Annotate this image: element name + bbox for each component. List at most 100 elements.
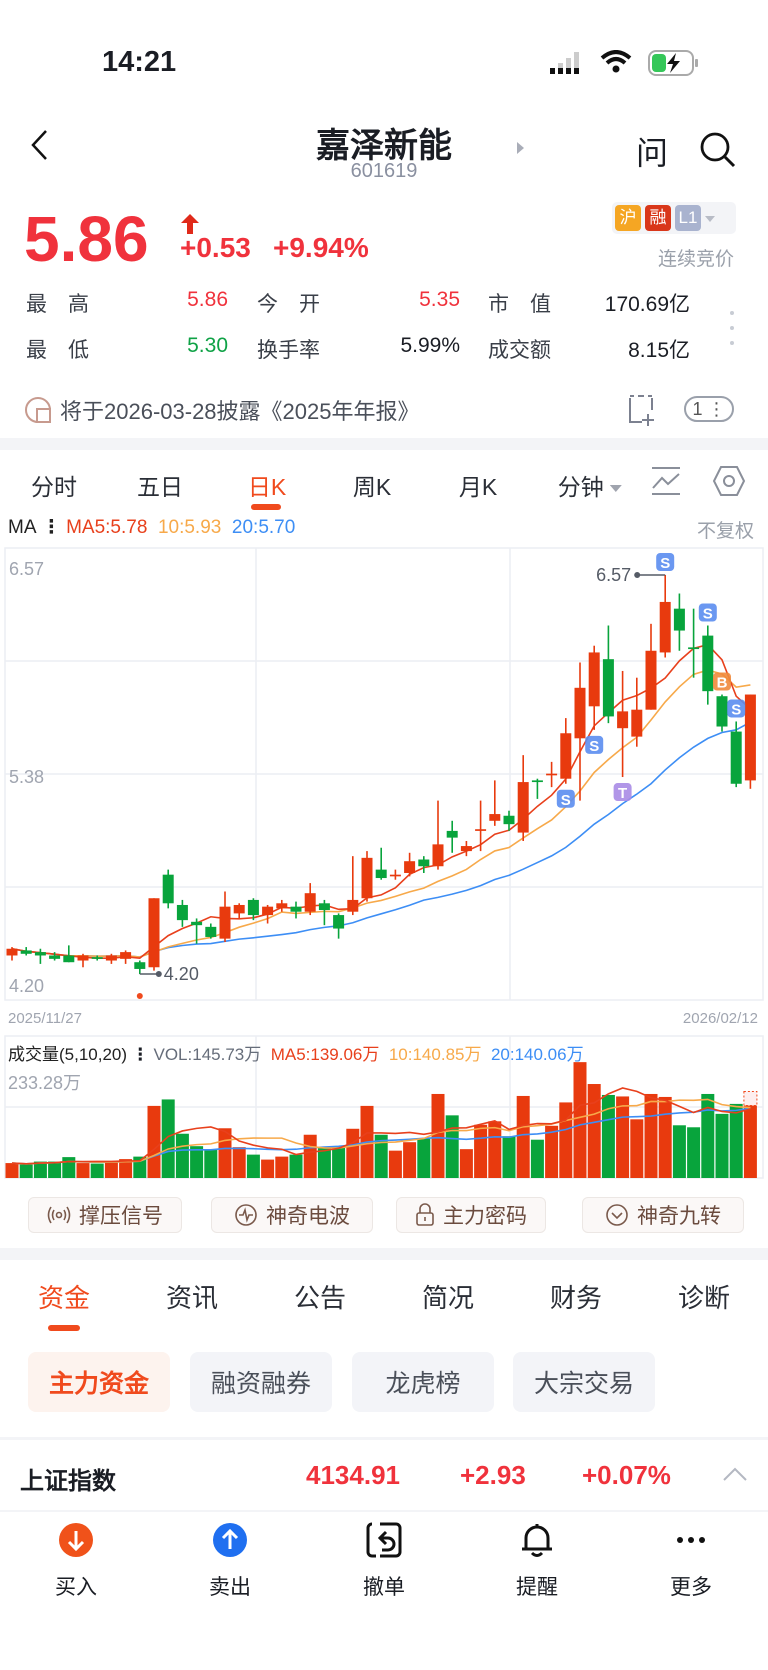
nav-more[interactable]: 更多: [641, 1522, 741, 1601]
vol-value: VOL:145.73万: [153, 1045, 262, 1064]
back-button[interactable]: [28, 128, 52, 167]
volume-bar: [644, 1093, 658, 1178]
tab-diagnosis[interactable]: 诊断: [677, 1283, 731, 1313]
expand-index-button[interactable]: [722, 1466, 748, 1487]
search-icon: [700, 132, 736, 168]
tab-minute[interactable]: 分钟: [558, 468, 623, 502]
tab-announcements[interactable]: 公告: [293, 1283, 347, 1313]
tab-profile[interactable]: 简况: [421, 1283, 475, 1313]
active-info-tab-indicator: [48, 1325, 80, 1331]
volume-bar: [317, 1148, 331, 1178]
subtab-main-funds[interactable]: 主力资金: [28, 1352, 170, 1412]
settings-icon[interactable]: [712, 464, 746, 503]
volume-bar: [431, 1093, 445, 1178]
candle-down: [191, 921, 203, 926]
add-widget-icon[interactable]: [626, 392, 656, 431]
nav-cancel-order[interactable]: 撤单: [334, 1522, 434, 1601]
volume-bar: [715, 1113, 729, 1178]
candle-down: [247, 899, 259, 916]
more-stats-icon[interactable]: [729, 310, 735, 351]
ma20-value: 20:5.70: [231, 517, 296, 538]
candle-down: [446, 830, 458, 838]
support-pressure-button[interactable]: 撑压信号: [28, 1197, 182, 1233]
candle-up: [219, 906, 231, 939]
volume-bar: [502, 1136, 516, 1178]
nav-buy[interactable]: 买入: [26, 1522, 126, 1601]
notice-count-button[interactable]: 1 ⋮: [684, 396, 734, 422]
badge-level1: L1: [675, 205, 701, 231]
adjust-mode[interactable]: 不复权: [696, 521, 754, 542]
search-button[interactable]: [698, 130, 738, 175]
tab-financials[interactable]: 财务: [549, 1283, 603, 1313]
candle-up: [645, 650, 657, 710]
y-tick-mid: 5.38: [9, 767, 44, 787]
y-tick-bottom: 4.20: [9, 976, 44, 996]
volume-bar: [104, 1161, 118, 1178]
volume-bar: [232, 1147, 246, 1178]
nav-label: 更多: [670, 1576, 712, 1599]
candle-up: [120, 952, 132, 959]
volume-legend[interactable]: 成交量(5,10,20) ⋮ VOL:145.73万 MA5:139.06万 1…: [8, 1040, 584, 1065]
tab-funds[interactable]: 资金: [37, 1283, 91, 1313]
volume-bar: [76, 1163, 90, 1178]
candle-down: [134, 962, 146, 969]
signal-marker: [585, 735, 604, 754]
tab-intraday[interactable]: 分时: [31, 474, 77, 500]
tab-monthly-k[interactable]: 月K: [458, 474, 498, 500]
subtab-block-trade[interactable]: 大宗交易: [513, 1352, 655, 1412]
tab-news[interactable]: 资讯: [165, 1283, 219, 1313]
candle-up: [574, 687, 586, 739]
signal-label: S: [589, 738, 599, 755]
nav-sell[interactable]: 卖出: [180, 1522, 280, 1601]
subtab-dragon-tiger[interactable]: 龙虎榜: [352, 1352, 494, 1412]
ma-legend[interactable]: MA ⋮ MA5:5.78 10:5.93 20:5.70: [8, 516, 295, 539]
section-divider: [0, 438, 768, 450]
volume-bar: [687, 1127, 701, 1178]
tab-five-day[interactable]: 五日: [137, 474, 183, 500]
stat-label-open: 今 开: [257, 293, 320, 316]
ma-legend-prefix: MA: [8, 517, 37, 538]
candle-up: [744, 694, 756, 781]
magic-nine-button[interactable]: 神奇九转: [582, 1197, 744, 1233]
candle-down: [531, 780, 543, 783]
volume-bar: [19, 1164, 33, 1178]
signal-label: B: [717, 675, 728, 692]
notice-row[interactable]: 将于2026-03-28披露《2025年年报》: [24, 394, 419, 426]
divider: [0, 1437, 768, 1440]
stat-value-market-cap: 170.69亿: [604, 293, 690, 316]
stat-label-market-cap: 市 值: [488, 293, 551, 316]
volume-bar: [729, 1103, 743, 1178]
candle-down: [333, 915, 345, 929]
main-force-code-button[interactable]: 主力密码: [396, 1197, 546, 1233]
candle-down: [63, 955, 75, 963]
candle-up: [77, 955, 89, 961]
magic-wave-button[interactable]: 神奇电波: [211, 1197, 373, 1233]
tab-daily-k[interactable]: 日K: [247, 474, 287, 500]
subtab-margin-trading[interactable]: 融资融券: [190, 1352, 332, 1412]
badge-margin: 融: [645, 205, 671, 231]
vol-ma10: 10:140.85万: [388, 1045, 482, 1064]
stat-value-low: 5.30: [187, 334, 228, 357]
volume-bar: [488, 1121, 502, 1178]
candle-up: [389, 874, 401, 877]
divider: [0, 1510, 768, 1512]
candle-up: [560, 733, 572, 779]
ask-button[interactable]: 问: [636, 135, 669, 171]
nav-alert[interactable]: 提醒: [487, 1522, 587, 1601]
indicator-icon[interactable]: [650, 466, 682, 501]
signal-icon: [47, 1206, 71, 1224]
badge-group[interactable]: 沪融 L1: [612, 202, 736, 234]
nav-label: 提醒: [516, 1576, 558, 1599]
candle-up: [460, 846, 472, 852]
candle-down: [162, 874, 174, 904]
tab-weekly-k[interactable]: 周K: [352, 474, 392, 500]
signal-label: S: [703, 606, 713, 623]
wave-icon: [235, 1204, 257, 1226]
volume-menu-icon: ⋮: [127, 1045, 154, 1064]
next-stock-arrow-icon[interactable]: [517, 142, 524, 154]
volume-bar: [190, 1146, 204, 1178]
candle-down: [205, 926, 217, 937]
event-dot: [136, 993, 143, 999]
volume-bar: [261, 1159, 275, 1178]
